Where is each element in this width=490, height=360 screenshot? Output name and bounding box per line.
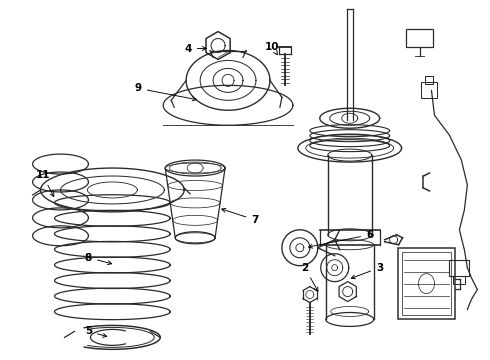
- Bar: [406, 28, 434, 46]
- Text: 12: 12: [0, 359, 1, 360]
- Bar: [425, 76, 434, 84]
- Text: 2: 2: [301, 263, 318, 291]
- Bar: [421, 82, 438, 98]
- Bar: [401, 252, 451, 315]
- Text: 4: 4: [184, 44, 206, 54]
- Text: 11: 11: [35, 170, 54, 197]
- Bar: [453, 276, 465, 284]
- Text: 7: 7: [221, 208, 259, 225]
- Text: 6: 6: [309, 230, 373, 248]
- Text: 13: 13: [0, 359, 1, 360]
- Text: 1: 1: [0, 359, 1, 360]
- Text: 8: 8: [85, 253, 112, 265]
- Text: 10: 10: [265, 41, 279, 55]
- Text: 3: 3: [351, 263, 383, 279]
- Text: 15: 15: [0, 359, 1, 360]
- Bar: [397, 248, 455, 319]
- Text: 5: 5: [85, 327, 107, 337]
- Text: 14: 14: [0, 359, 1, 360]
- Text: 9: 9: [135, 84, 196, 101]
- Bar: [449, 260, 469, 276]
